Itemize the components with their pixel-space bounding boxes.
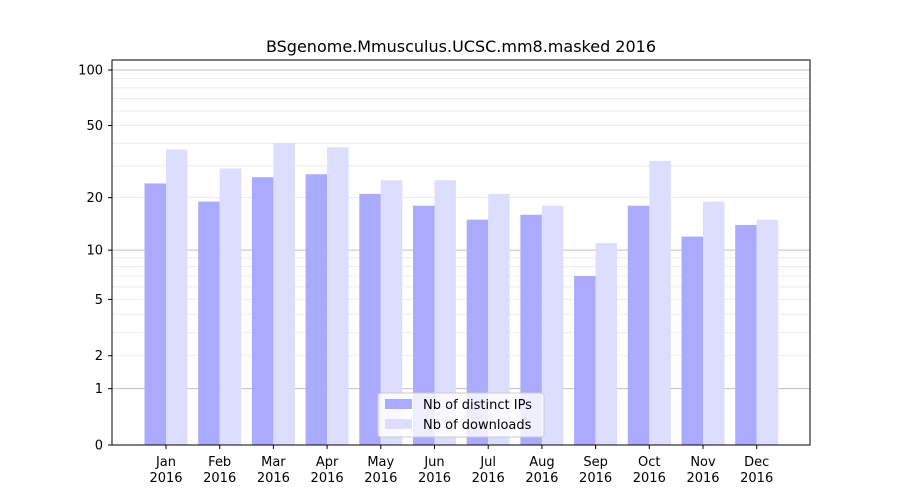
y-tick-label: 100 [78, 64, 103, 79]
y-tick-label: 20 [86, 191, 103, 206]
bar-downloads [595, 243, 618, 445]
chart-title: BSgenome.Mmusculus.UCSC.mm8.masked 2016 [266, 37, 656, 56]
x-tick-label: Jan 2016 [149, 455, 182, 486]
bar-distinct-ips [520, 214, 542, 445]
bar-distinct-ips [735, 224, 757, 445]
bar-distinct-ips [198, 201, 220, 445]
bar-downloads [219, 168, 242, 445]
bar-distinct-ips [305, 174, 328, 445]
bar-downloads [434, 180, 456, 445]
x-tick-label: Mar 2016 [257, 455, 290, 486]
y-axis: 0 1 2 5 10 20 50 100 [78, 64, 112, 454]
y-tick-label: 10 [86, 244, 103, 259]
legend-label-distinct-ips: Nb of distinct IPs [423, 398, 532, 413]
bar-distinct-ips [627, 205, 650, 445]
bar-downloads [541, 205, 564, 445]
bar-distinct-ips [574, 276, 596, 445]
bars-layer [144, 143, 779, 446]
x-tick-label: Jul 2016 [472, 455, 505, 486]
y-tick-label: 1 [95, 382, 103, 397]
y-tick-label: 5 [95, 293, 103, 308]
bar-downloads [488, 193, 510, 445]
bar-distinct-ips [413, 205, 435, 445]
bar-downloads [273, 143, 295, 445]
bar-downloads [703, 201, 725, 445]
plot-frame [111, 59, 811, 446]
legend-swatch-distinct-ips [385, 399, 412, 409]
legend-swatch-downloads [385, 419, 412, 429]
legend-box [377, 392, 545, 438]
bar-downloads [166, 149, 188, 446]
x-tick-label: Aug 2016 [525, 455, 558, 486]
x-tick-label: Oct 2016 [633, 455, 666, 486]
bar-distinct-ips [681, 236, 703, 445]
bar-downloads [327, 147, 349, 445]
bar-distinct-ips [251, 177, 274, 445]
bar-downloads [649, 160, 671, 445]
x-tick-label: Nov 2016 [686, 455, 719, 486]
bar-downloads [756, 219, 779, 445]
bar-downloads [380, 180, 403, 445]
legend: Nb of distinct IPs Nb of downloads [377, 392, 545, 438]
x-tick-label: Jun 2016 [418, 455, 451, 486]
bar-distinct-ips [144, 183, 166, 446]
x-tick-label: May 2016 [364, 455, 397, 486]
x-tick-label: Feb 2016 [203, 455, 236, 486]
x-axis: Jan 2016 Feb 2016 Mar 2016 Apr 2016 May 2016 Jun 20… [149, 445, 773, 486]
bar-distinct-ips [466, 219, 489, 445]
y-tick-label: 50 [86, 119, 103, 134]
y-tick-label: 0 [95, 439, 103, 454]
x-tick-label: Apr 2016 [311, 455, 344, 486]
y-tick-label: 2 [95, 349, 103, 364]
bar-distinct-ips [359, 193, 381, 445]
x-tick-label: Sep 2016 [579, 455, 612, 486]
legend-label-downloads: Nb of downloads [423, 418, 532, 433]
x-tick-label: Dec 2016 [740, 455, 773, 486]
